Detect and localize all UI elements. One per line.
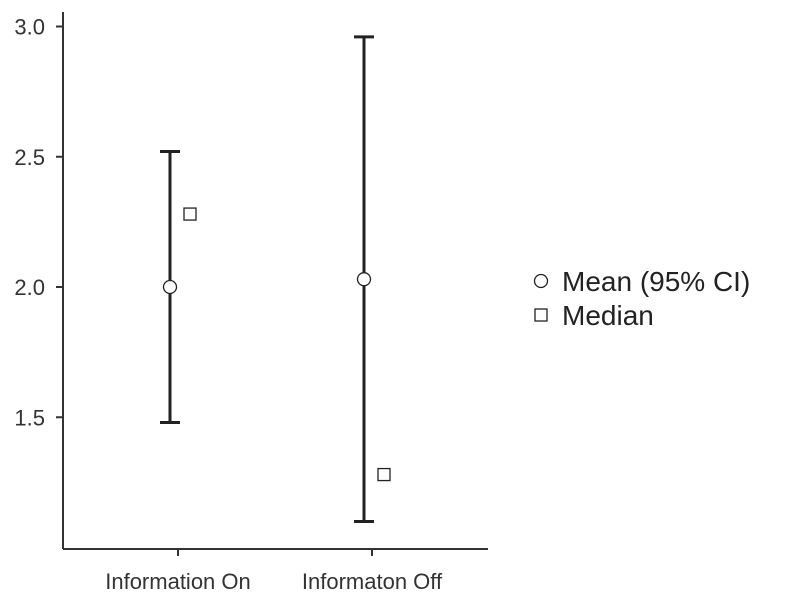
y-tick-label: 2.0 bbox=[14, 275, 45, 300]
median-point bbox=[183, 207, 197, 221]
legend-label-mean: Mean (95% CI) bbox=[562, 266, 750, 297]
chart-marks bbox=[160, 35, 391, 523]
y-tick-label: 3.0 bbox=[14, 15, 45, 40]
legend-label-median: Median bbox=[562, 300, 654, 331]
mean-point bbox=[162, 279, 178, 295]
y-tick-label: 2.5 bbox=[14, 145, 45, 170]
median-point bbox=[377, 467, 391, 482]
mean-point bbox=[356, 272, 372, 287]
legend: Mean (95% CI)Median bbox=[533, 266, 750, 331]
x-tick-label: Information On bbox=[105, 569, 251, 594]
legend-marker-mean bbox=[533, 273, 549, 289]
x-tick-label: Informaton Off bbox=[302, 569, 443, 594]
y-tick-label: 1.5 bbox=[14, 405, 45, 430]
legend-marker-median bbox=[534, 308, 548, 322]
axes: 1.5 2.0 2.5 3.0 Information On Informaton Off bbox=[14, 12, 488, 594]
